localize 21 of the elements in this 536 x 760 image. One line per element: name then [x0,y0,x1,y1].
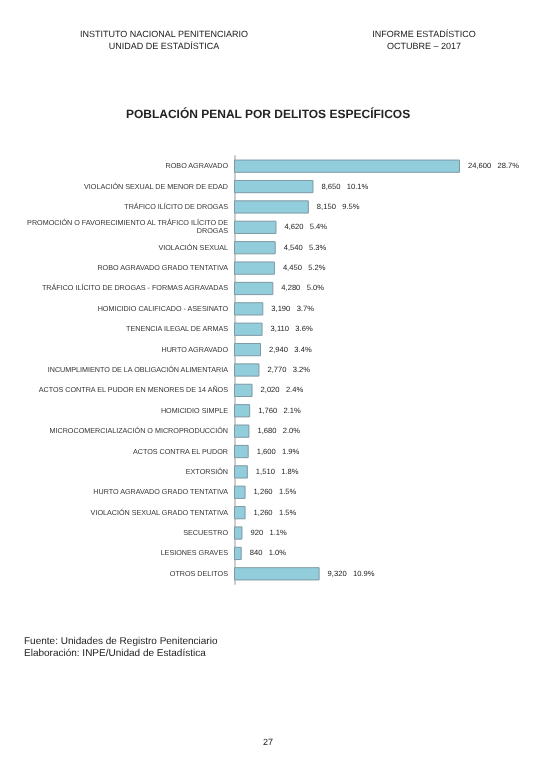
bar [234,220,277,234]
bar [234,179,314,194]
bar [234,261,275,275]
bar [234,485,246,499]
bar [234,343,262,357]
bar [234,424,250,438]
bar [234,322,263,336]
bar [234,302,264,316]
bar [234,444,249,459]
bar [234,465,248,479]
bar [234,546,242,561]
bar [234,383,253,397]
bar [234,200,309,214]
bar [234,159,460,173]
bar [234,526,243,540]
bar [234,404,251,418]
bar [234,281,274,296]
bar [234,567,320,581]
bar [234,506,246,520]
bar [234,241,276,255]
bar [234,363,260,377]
